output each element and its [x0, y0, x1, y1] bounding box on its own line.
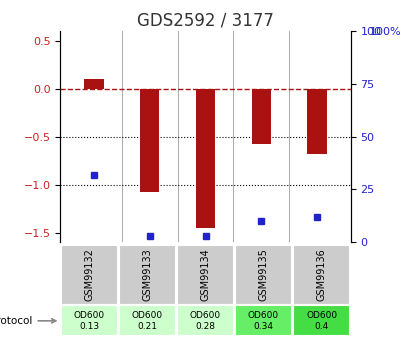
FancyBboxPatch shape	[119, 305, 176, 336]
Bar	[307, 89, 327, 154]
Bar	[140, 89, 160, 192]
Bar	[84, 79, 104, 89]
Text: GSM99136: GSM99136	[317, 248, 326, 301]
Text: OD600
0.34: OD600 0.34	[248, 311, 279, 331]
Title: GDS2592 / 3177: GDS2592 / 3177	[137, 11, 274, 29]
FancyBboxPatch shape	[235, 305, 292, 336]
FancyBboxPatch shape	[177, 305, 234, 336]
Text: OD600
0.4: OD600 0.4	[306, 311, 337, 331]
Y-axis label: 100%: 100%	[370, 27, 401, 37]
FancyBboxPatch shape	[61, 305, 118, 336]
Text: GSM99133: GSM99133	[143, 248, 152, 301]
Bar	[196, 89, 215, 228]
Text: GSM99132: GSM99132	[85, 248, 94, 301]
Text: GSM99134: GSM99134	[201, 248, 210, 301]
Bar	[251, 89, 271, 144]
FancyBboxPatch shape	[293, 305, 350, 336]
Text: growth protocol: growth protocol	[0, 316, 56, 326]
FancyBboxPatch shape	[119, 245, 176, 305]
Text: OD600
0.28: OD600 0.28	[190, 311, 221, 331]
Text: GSM99135: GSM99135	[259, 248, 268, 301]
FancyBboxPatch shape	[293, 245, 350, 305]
FancyBboxPatch shape	[177, 245, 234, 305]
Text: OD600
0.13: OD600 0.13	[74, 311, 105, 331]
Text: OD600
0.21: OD600 0.21	[132, 311, 163, 331]
FancyBboxPatch shape	[61, 245, 118, 305]
FancyBboxPatch shape	[235, 245, 292, 305]
